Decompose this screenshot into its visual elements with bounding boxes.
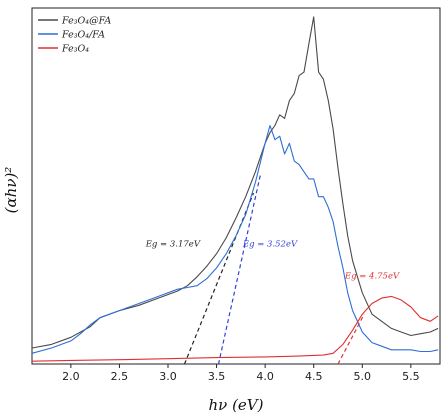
legend-label: Fe₃O₄@FA (61, 16, 111, 27)
x-axis-title: hν (eV) (209, 396, 264, 414)
x-tick-label: 5.0 (354, 370, 372, 383)
plot-area (31, 7, 441, 365)
data-series (31, 16, 439, 362)
tangent-lines (183, 175, 365, 365)
band-gap-label: Eg = 3.17eV (145, 240, 201, 250)
tangent-line (337, 313, 365, 365)
x-axis-ticks: 2.0 2.5 3.0 3.5 4.0 4.5 5.0 5.5 (62, 364, 420, 383)
x-tick-label: 2.5 (111, 370, 129, 383)
legend-label: Fe₃O₄ (61, 44, 89, 55)
band-gap-label: Eg = 4.75eV (344, 272, 400, 282)
tangent-line (183, 192, 255, 365)
band-gap-annotations: Eg = 3.17eV Eg = 3.52eV Eg = 4.75eV (145, 240, 400, 282)
x-tick-label: 5.5 (402, 370, 420, 383)
series-line (31, 295, 439, 362)
x-tick-label: 3.0 (159, 370, 177, 383)
x-tick-label: 3.5 (208, 370, 226, 383)
band-gap-label: Eg = 3.52eV (242, 240, 298, 250)
x-tick-label: 4.5 (305, 370, 323, 383)
legend: Fe₃O₄@FA Fe₃O₄/FA Fe₃O₄ (38, 16, 111, 55)
series-line (31, 16, 439, 349)
x-tick-label: 4.0 (256, 370, 274, 383)
tangent-line (217, 175, 261, 365)
x-tick-label: 2.0 (62, 370, 80, 383)
series-line (31, 124, 439, 354)
y-axis-title: (αhν)² (2, 167, 20, 214)
legend-label: Fe₃O₄/FA (61, 30, 105, 41)
